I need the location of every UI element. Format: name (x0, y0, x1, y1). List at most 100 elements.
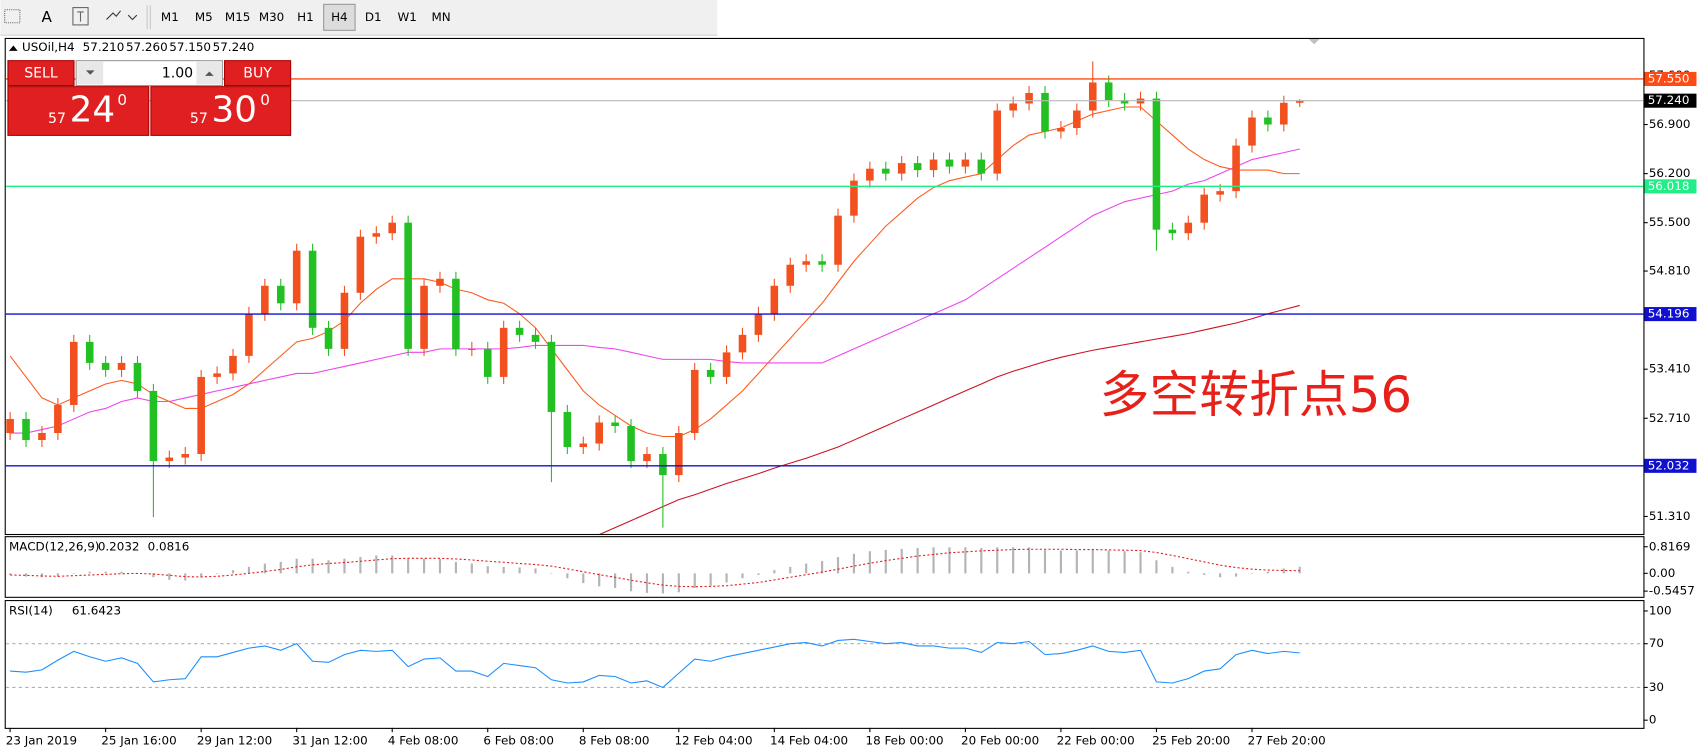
font-tool[interactable]: A (42, 8, 53, 26)
text-icon[interactable] (72, 7, 89, 26)
macd-bar (614, 573, 617, 588)
candle-body (38, 433, 46, 441)
x-tick-label: 20 Feb 00:00 (961, 733, 1039, 747)
macd-bar (1219, 573, 1222, 578)
draw-icon[interactable] (106, 10, 138, 21)
candle-body (499, 327, 508, 377)
macd-bar (1059, 550, 1063, 574)
period-button[interactable]: M5 (195, 10, 213, 24)
period-button[interactable]: M30 (259, 10, 284, 24)
macd-bar (343, 558, 346, 574)
candle-body (372, 233, 381, 237)
candle-body (404, 222, 412, 349)
macd-bar (1155, 560, 1158, 574)
macd-bar (518, 567, 521, 574)
price-label-box (1644, 307, 1697, 322)
macd-bar (470, 563, 473, 574)
bid-box[interactable] (7, 86, 150, 136)
macd-bar (645, 573, 649, 593)
macd-bar (773, 570, 776, 574)
period-button[interactable]: M1 (161, 10, 179, 24)
candle-body (595, 422, 603, 444)
macd-bar (56, 573, 59, 577)
x-tick-label: 8 Feb 08:00 (579, 733, 650, 747)
macd-bar (598, 573, 601, 587)
candle-body (324, 327, 333, 349)
macd-bar (852, 553, 856, 574)
candle-body (706, 369, 715, 377)
candle-body (993, 110, 1002, 174)
candle-body (1041, 92, 1049, 132)
macd-bar (980, 547, 983, 574)
macd-bar (9, 573, 12, 575)
macd-bar (231, 570, 235, 574)
macd-bar (359, 557, 362, 574)
macd-signal (10, 548, 1300, 588)
candle-body (929, 159, 938, 171)
macd-readout: 0.2032 (98, 539, 140, 553)
candle-body (897, 163, 906, 174)
lots-value[interactable]: 1.00 (162, 66, 193, 82)
y-tick-label: -0.5457 (1649, 584, 1695, 598)
candle-body (245, 313, 253, 356)
y-tick-label: 51.310 (1649, 509, 1691, 523)
y-tick-label: 100 (1649, 603, 1672, 617)
buy-button[interactable] (224, 60, 292, 87)
period-button[interactable]: W1 (397, 10, 416, 24)
period-button[interactable]: M15 (225, 10, 250, 24)
period-active (323, 3, 356, 31)
moving-average (9, 106, 1300, 438)
y-tick-label: 54.810 (1649, 264, 1691, 278)
macd-bar (311, 558, 314, 574)
macd-bar (104, 571, 107, 574)
candle-body (292, 250, 301, 304)
current-price-box (1644, 93, 1697, 108)
candle-body (1168, 229, 1177, 234)
candle-body (1184, 222, 1193, 234)
period-button[interactable]: H4 (331, 10, 348, 24)
annotation: 多空转折点56 (1100, 366, 1412, 424)
candle-body (1152, 98, 1161, 230)
macd-bar (1012, 547, 1015, 574)
macd-bar (375, 555, 378, 574)
macd-bar (454, 561, 457, 574)
macd-bar (868, 551, 871, 574)
candle-body (1232, 145, 1240, 192)
macd-bar (550, 573, 553, 574)
candle-body (483, 348, 492, 377)
candle-body (579, 443, 588, 448)
sell-button[interactable] (7, 60, 75, 87)
up-arrow (205, 71, 214, 76)
period-button[interactable]: MN (431, 10, 450, 24)
candle-body (834, 215, 842, 265)
scroll-marker (1308, 38, 1320, 45)
down-arrow (85, 70, 95, 75)
macd-title: MACD(12,26,9) (9, 539, 99, 553)
period-button[interactable]: H1 (297, 10, 314, 24)
macd-bar (1107, 550, 1110, 574)
y-tick-label: 0 (1649, 713, 1657, 727)
price-label-box (1644, 458, 1697, 473)
toolbar-icons (4, 5, 151, 30)
candle-body (276, 285, 285, 304)
candle-body (802, 261, 810, 265)
candle-body (643, 454, 651, 462)
macd-bar (900, 548, 903, 574)
candle-body (308, 250, 317, 328)
candle-body (197, 376, 205, 455)
header-triangle (9, 45, 18, 51)
candle-body (1104, 82, 1113, 100)
macd-plot (9, 547, 1301, 594)
macd-bar (741, 573, 744, 579)
macd-bar (805, 563, 808, 574)
ask-box[interactable] (150, 86, 292, 136)
macd-bar (661, 573, 664, 594)
macd-bar (120, 571, 123, 574)
candle-body (101, 362, 110, 370)
grid-icon[interactable] (4, 9, 21, 24)
period-button[interactable]: D1 (365, 10, 382, 24)
macd-bar (1075, 550, 1078, 574)
macd-bar (693, 573, 696, 588)
